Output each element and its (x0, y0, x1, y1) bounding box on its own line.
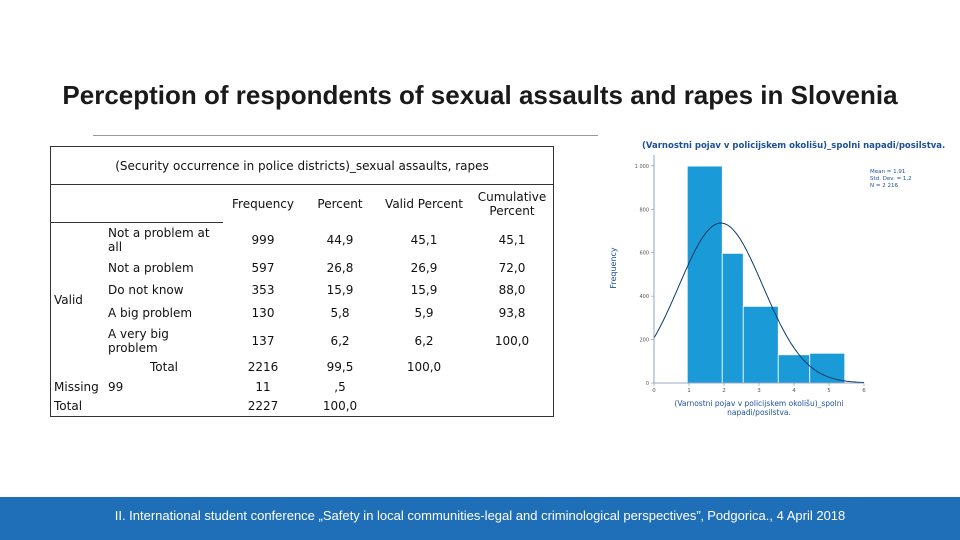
cell-percent: 99,5 (326, 359, 354, 374)
cell-frequency: 597 (251, 260, 275, 275)
y-tick-label: 800 (639, 207, 649, 213)
cell-percent: 6,2 (330, 333, 350, 348)
cell-cumulative: 72,0 (471, 256, 554, 279)
y-tick-label: 0 (646, 381, 649, 387)
header-valid-percent: Valid Percent (385, 196, 463, 211)
cell-empty (377, 377, 471, 397)
cell-percent: 5,8 (330, 305, 350, 320)
y-tick-label: 600 (639, 251, 649, 257)
x-axis-label-line-2: napadi/posilstva. (727, 408, 791, 417)
header-cumulative-percent: Cumulative Percent (471, 184, 554, 223)
histogram-bar-5 (809, 352, 846, 384)
cell-empty (377, 396, 471, 417)
cell-empty (471, 396, 554, 417)
cell-cumulative: 93,8 (471, 300, 554, 325)
cell-valid-percent: 26,9 (410, 260, 438, 275)
row-label: Do not know (108, 282, 184, 297)
x-tick-label: 4 (792, 388, 796, 394)
histogram-bar-3 (742, 305, 779, 384)
footer-bar: II. International student conference „Sa… (0, 497, 960, 540)
histogram-bar-2 (721, 252, 744, 384)
cell-empty (105, 396, 223, 417)
cell-frequency: 11 (255, 379, 271, 394)
cell-valid-percent: 15,9 (410, 282, 438, 297)
cell-valid-percent: 45,1 (410, 232, 438, 247)
cell-valid-percent: 6,2 (414, 333, 434, 348)
cell-percent: 100,0 (303, 396, 377, 417)
x-tick-label: 3 (757, 388, 761, 394)
row-label-total: Total (149, 359, 179, 374)
group-valid: Valid (50, 222, 105, 377)
cell-cumulative: 88,0 (471, 278, 554, 301)
row-label: A very big problem (108, 326, 169, 355)
cell-frequency: 2227 (223, 396, 303, 417)
y-axis-label: Frequency (609, 247, 618, 289)
cell-cumulative: 100,0 (471, 324, 554, 357)
x-axis-label: (Varnostni pojav v policijskem okolišu)_… (674, 399, 843, 408)
y-tick-label: 200 (639, 338, 649, 344)
legend-entry: N = 2 216 (870, 183, 898, 189)
y-tick-label: 400 (639, 294, 649, 300)
cell-frequency: 2216 (247, 359, 279, 374)
cell-frequency: 999 (251, 232, 275, 247)
cell-empty (471, 356, 554, 377)
x-tick-label: 0 (652, 388, 656, 394)
row-label: Not a problem (108, 260, 194, 275)
cell-frequency: 130 (251, 305, 275, 320)
row-label: Not a problem at all (108, 225, 210, 254)
cell-frequency: 137 (251, 333, 275, 348)
histogram-bar-1 (686, 165, 723, 384)
legend-entry: Mean = 1,91 (870, 169, 905, 175)
row-label: A big problem (108, 305, 193, 320)
x-tick-label: 5 (827, 388, 831, 394)
header-percent: Percent (317, 196, 363, 211)
title-divider (93, 135, 598, 136)
cell-cumulative: 45,1 (471, 222, 554, 257)
cell-percent: ,5 (334, 379, 346, 394)
x-tick-label: 2 (722, 388, 726, 394)
page-title: Perception of respondents of sexual assa… (62, 80, 898, 110)
header-frequency: Frequency (232, 196, 294, 211)
legend-entry: Std. Dev. = 1,2 (870, 176, 912, 182)
cell-percent: 26,8 (326, 260, 354, 275)
normal-curve (653, 222, 865, 383)
cell-valid-percent: 5,9 (414, 305, 434, 320)
cell-percent: 15,9 (326, 282, 354, 297)
cell-valid-percent: 100,0 (406, 359, 442, 374)
group-total: Total (50, 396, 105, 417)
cell-percent: 44,9 (326, 232, 354, 247)
histogram-chart: (Varnostni pojav v policijskem okolišu)_… (609, 140, 945, 417)
group-missing: Missing (50, 376, 105, 397)
footer-text: II. International student conference „Sa… (114, 508, 846, 523)
cell-empty (471, 376, 554, 397)
x-tick-label: 1 (687, 388, 691, 394)
chart-title: (Varnostni pojav v policijskem okolišu)_… (642, 140, 945, 151)
table-corner (50, 184, 223, 223)
table-caption: (Security occurrence in police districts… (50, 146, 554, 185)
frequency-table: (Security occurrence in police districts… (50, 146, 554, 417)
x-tick-label: 6 (862, 388, 866, 394)
y-tick-label: 1 000 (635, 164, 649, 170)
cell-frequency: 353 (251, 282, 275, 297)
histogram-bar-4 (777, 354, 811, 384)
row-label: 99 (108, 379, 124, 394)
